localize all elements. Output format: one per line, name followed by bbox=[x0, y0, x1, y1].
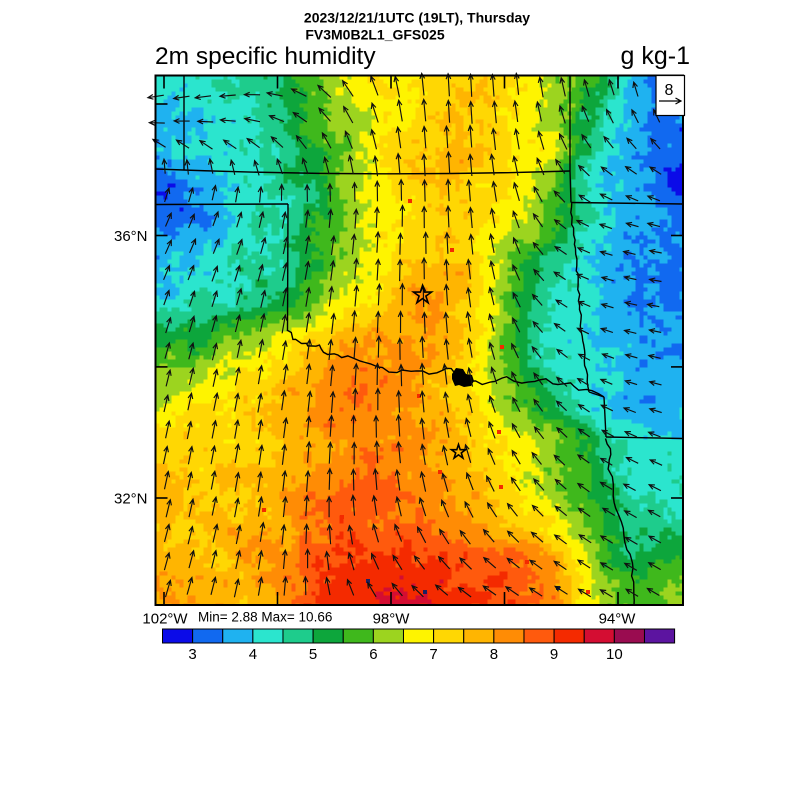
svg-text:8: 8 bbox=[665, 82, 674, 99]
svg-text:7: 7 bbox=[429, 646, 437, 663]
svg-text:2m specific humidity: 2m specific humidity bbox=[155, 43, 376, 70]
svg-text:10: 10 bbox=[606, 646, 623, 663]
svg-text:94°W: 94°W bbox=[599, 611, 637, 628]
svg-text:8: 8 bbox=[490, 646, 498, 663]
svg-text:3: 3 bbox=[188, 646, 196, 663]
svg-text:5: 5 bbox=[309, 646, 317, 663]
svg-text:2023/12/21/1UTC (19LT), Thursd: 2023/12/21/1UTC (19LT), Thursday bbox=[304, 10, 530, 26]
svg-text:Min= 2.88 Max= 10.66: Min= 2.88 Max= 10.66 bbox=[198, 610, 332, 625]
svg-text:32°N: 32°N bbox=[114, 491, 148, 508]
svg-text:102°W: 102°W bbox=[142, 611, 188, 628]
svg-text:4: 4 bbox=[249, 646, 257, 663]
svg-text:FV3M0B2L1_GFS025: FV3M0B2L1_GFS025 bbox=[305, 27, 444, 43]
svg-text:6: 6 bbox=[369, 646, 377, 663]
svg-text:9: 9 bbox=[550, 646, 558, 663]
svg-text:g kg-1: g kg-1 bbox=[621, 42, 690, 70]
svg-text:36°N: 36°N bbox=[114, 228, 148, 245]
svg-text:98°W: 98°W bbox=[373, 611, 411, 628]
